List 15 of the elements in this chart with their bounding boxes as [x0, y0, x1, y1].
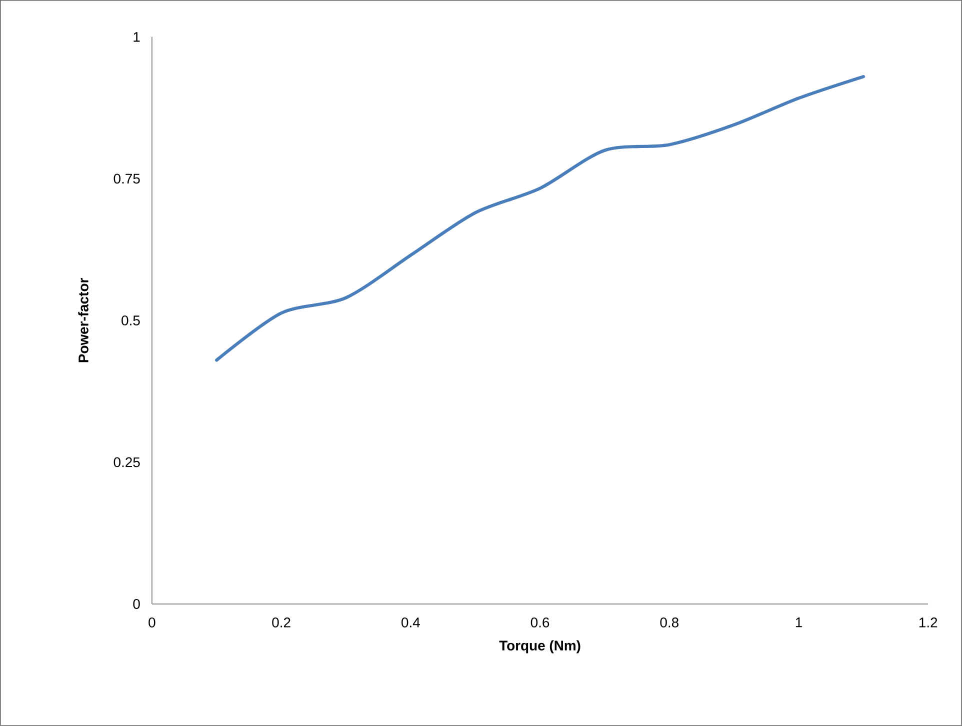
x-tick-label: 0.4	[402, 618, 420, 628]
y-tick-label: 0.75	[114, 174, 140, 184]
x-tick-label: 1.2	[919, 618, 938, 628]
x-tick-label: 0	[148, 618, 156, 628]
y-tick-label: 0	[133, 599, 140, 609]
x-tick-label: 0.6	[530, 618, 550, 628]
x-tick-label: 0.2	[272, 618, 290, 628]
y-tick-label: 0.25	[114, 457, 140, 468]
y-tick-label: 1	[134, 32, 140, 42]
y-tick-label: 0.5	[122, 316, 140, 326]
x-axis-title: Torque (Nm)	[499, 640, 580, 654]
line-series	[215, 75, 866, 362]
y-axis-title: Power-factor	[78, 278, 88, 362]
x-tick-label: 0.8	[660, 618, 678, 628]
x-tick-label: 1	[796, 618, 802, 628]
